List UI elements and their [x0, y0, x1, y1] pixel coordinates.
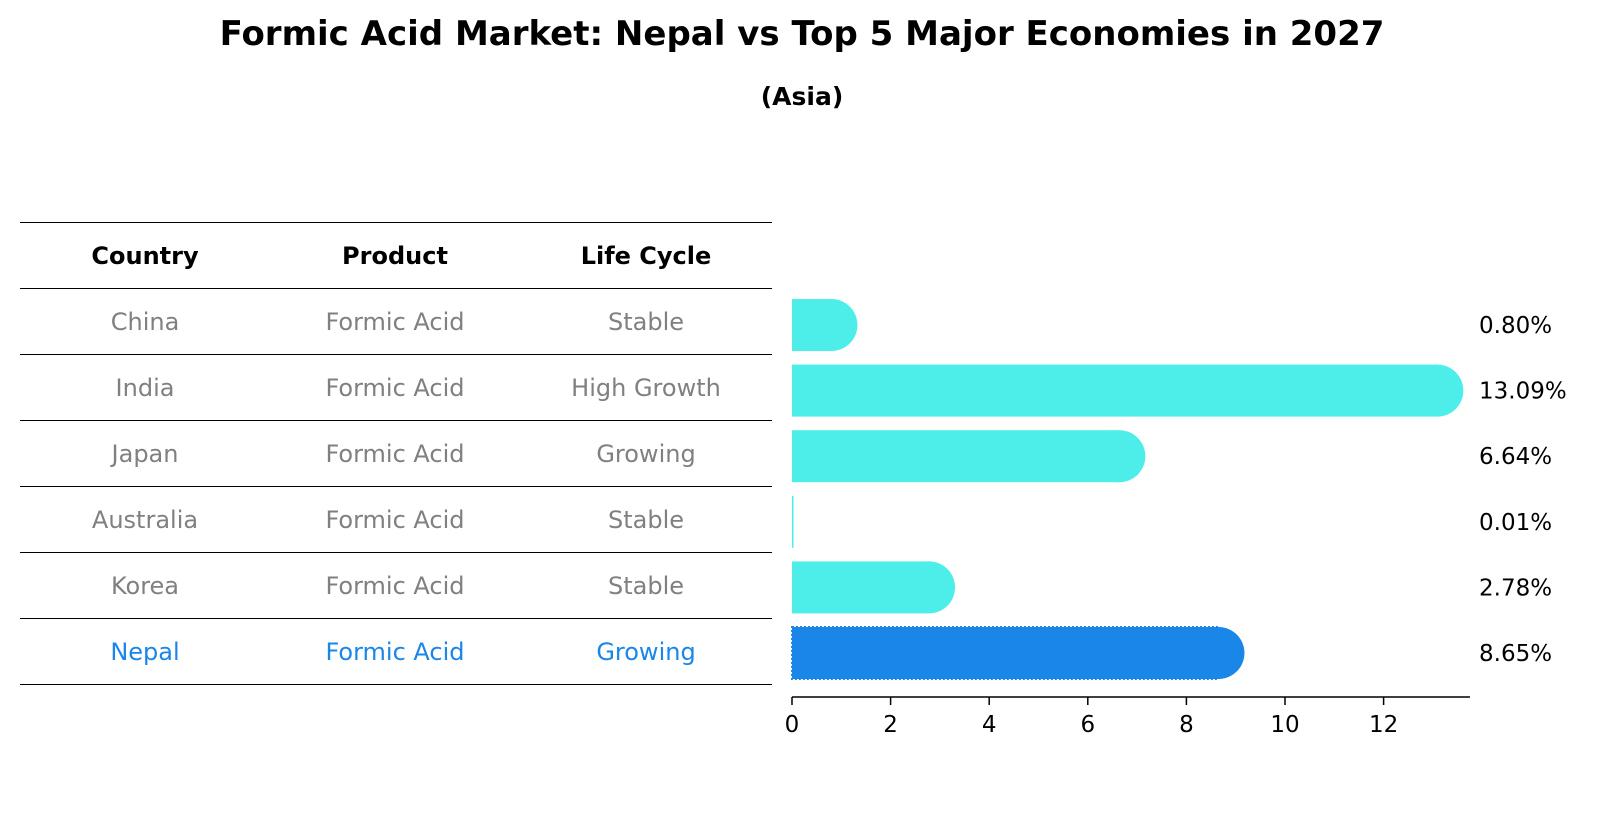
header-product: Product — [342, 241, 448, 270]
x-tick-label: 6 — [1080, 712, 1095, 738]
cell-product: Formic Acid — [325, 505, 465, 534]
cell-country: Nepal — [110, 637, 180, 666]
value-label: 8.65% — [1479, 641, 1552, 667]
cell-life-cycle: Stable — [607, 571, 685, 600]
cell-life-cycle: Stable — [607, 505, 685, 534]
x-tick-label: 4 — [982, 712, 997, 738]
bar-australia — [792, 495, 794, 548]
table-row: China Formic Acid Stable — [20, 288, 772, 354]
table-row: Korea Formic Acid Stable — [20, 552, 772, 618]
cell-life-cycle: Stable — [607, 307, 685, 336]
cell-product: Formic Acid — [325, 307, 465, 336]
table-row-highlighted: Nepal Formic Acid Growing — [20, 618, 772, 685]
table-header-row: Country Product Life Cycle — [20, 222, 772, 288]
value-label: 0.80% — [1479, 313, 1552, 339]
table-row: Australia Formic Acid Stable — [20, 486, 772, 552]
header-life-cycle: Life Cycle — [580, 241, 712, 270]
x-tick-label: 12 — [1369, 712, 1398, 738]
value-label: 13.09% — [1479, 379, 1567, 405]
cell-country: China — [110, 307, 180, 336]
bar-japan — [792, 430, 1146, 483]
cell-country: India — [115, 373, 175, 402]
x-tick-label: 8 — [1179, 712, 1194, 738]
table-row: India Formic Acid High Growth — [20, 354, 772, 420]
header-country: Country — [91, 241, 199, 270]
cell-product: Formic Acid — [325, 439, 465, 468]
bar-china — [792, 299, 858, 351]
table-row: Japan Formic Acid Growing — [20, 420, 772, 486]
cell-country: Australia — [91, 505, 199, 534]
data-table: Country Product Life Cycle China Formic … — [20, 222, 772, 685]
cell-country: Korea — [110, 571, 180, 600]
cell-product: Formic Acid — [325, 373, 465, 402]
cell-country: Japan — [111, 439, 179, 468]
cell-product: Formic Acid — [325, 571, 465, 600]
chart-title: Formic Acid Market: Nepal vs Top 5 Major… — [219, 14, 1385, 54]
bar-nepal — [791, 626, 1245, 680]
cell-product: Formic Acid — [325, 637, 465, 666]
value-label: 2.78% — [1479, 575, 1552, 601]
x-tick-label: 10 — [1270, 712, 1299, 738]
bar-india — [792, 364, 1464, 417]
bar-korea — [792, 561, 956, 614]
value-label: 6.64% — [1479, 444, 1552, 470]
cell-life-cycle: Growing — [596, 637, 696, 666]
cell-life-cycle: High Growth — [571, 373, 721, 402]
cell-life-cycle: Growing — [596, 439, 696, 468]
x-tick-label: 2 — [883, 712, 898, 738]
x-tick-label: 0 — [785, 712, 800, 738]
value-label: 0.01% — [1479, 510, 1552, 536]
chart-subtitle: (Asia) — [760, 82, 844, 111]
